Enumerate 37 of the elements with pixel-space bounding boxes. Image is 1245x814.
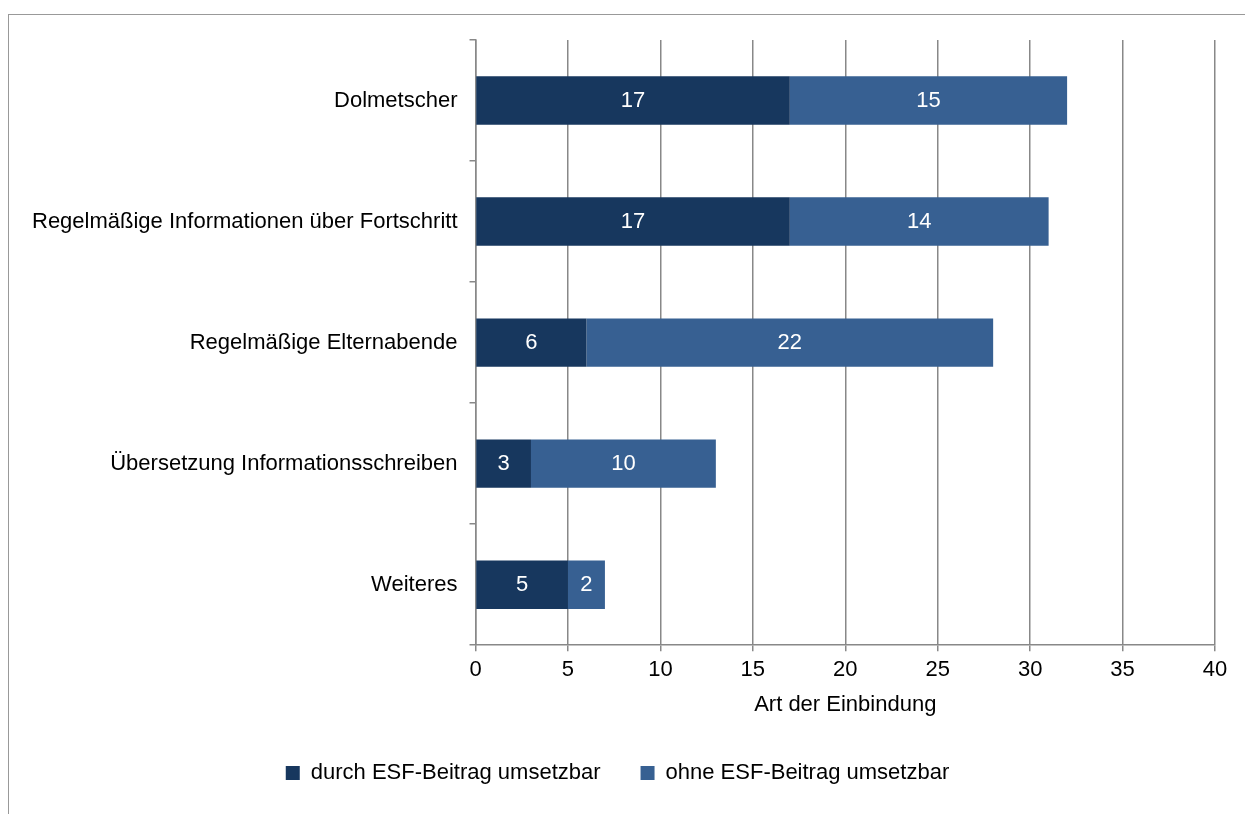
data-label: 5 [515,570,529,596]
data-label: 3 [497,449,510,475]
bar [476,197,790,246]
bar [789,197,1049,246]
x-tick-label: 5 [561,656,575,682]
bar [789,76,1068,125]
y-tick-label: Regelmäßige Informationen über Fortschritt [31,207,458,233]
data-label: 10 [611,449,636,475]
x-axis-title: Art der Einbindung [754,690,937,716]
bar [476,76,790,125]
x-tick-label: 20 [833,656,858,682]
data-label: 15 [916,86,941,112]
x-tick-label: 15 [740,656,766,682]
x-tick-label: 30 [1017,656,1043,682]
y-tick-label: Übersetzung Informationsschreiben [110,449,458,475]
data-label: 17 [620,207,646,233]
x-tick-label: 35 [1110,656,1135,682]
y-tick-label: Regelmäßige Elternabende [189,328,458,354]
data-label: 22 [777,328,803,354]
y-tick-label: Dolmetscher [334,86,458,112]
legend-label: durch ESF-Beitrag umsetzbar [310,759,601,785]
x-tick-label: 40 [1202,656,1228,682]
x-tick-label: 25 [925,656,950,682]
bar [567,560,605,609]
bar [476,318,587,367]
bar [476,439,531,488]
bar [586,318,994,367]
data-label: 6 [525,328,538,354]
bar [476,560,568,609]
y-tick-label: Weiteres [371,570,458,596]
data-label: 17 [620,86,646,112]
data-label: 2 [580,570,593,596]
data-label: 14 [906,207,932,233]
x-tick-label: 10 [648,656,673,682]
legend-label: ohne ESF-Beitrag umsetzbar [665,759,950,785]
x-tick-label: 0 [469,656,482,682]
bar [530,439,716,488]
